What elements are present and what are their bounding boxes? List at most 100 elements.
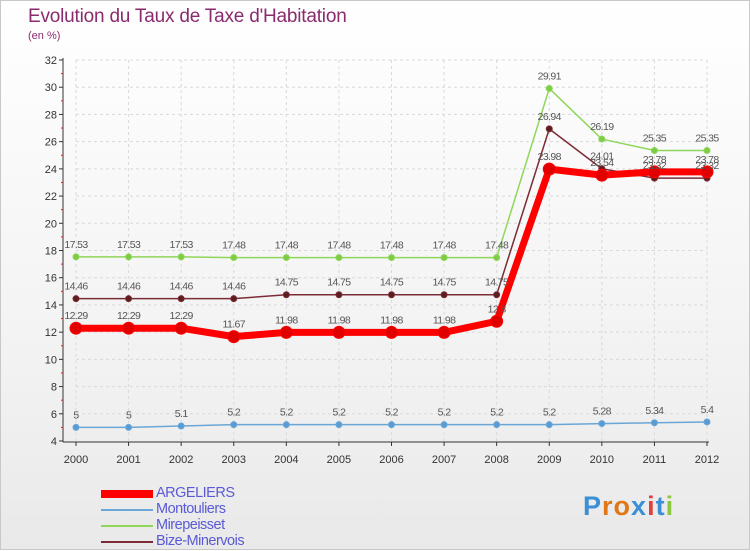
- data-point-bize-minervois: [440, 291, 448, 299]
- data-label-bize-minervois: 23.32: [643, 160, 667, 172]
- data-label-montouliers: 5.34: [645, 405, 664, 417]
- y-tick-label: 8: [51, 382, 57, 394]
- legend-label-argeliers: ARGELIERS: [156, 485, 235, 501]
- data-label-argeliers: 12.29: [170, 310, 194, 322]
- data-point-argeliers: [279, 325, 293, 339]
- chart-title: Evolution du Taux de Taxe d'Habitation: [28, 6, 347, 27]
- data-label-montouliers: 5: [126, 409, 132, 421]
- data-label-bize-minervois: 14.75: [275, 277, 299, 289]
- x-tick-label: 2012: [695, 454, 719, 466]
- data-label-montouliers: 5.28: [593, 406, 612, 418]
- data-point-montouliers: [545, 421, 553, 429]
- data-label-mirepeisset: 17.48: [327, 240, 351, 252]
- data-label-bize-minervois: 14.75: [485, 277, 509, 289]
- data-label-argeliers: 11.98: [275, 314, 298, 326]
- data-point-argeliers: [227, 330, 241, 344]
- data-point-mirepeisset: [282, 254, 290, 262]
- data-label-montouliers: 5.2: [490, 407, 504, 419]
- data-label-mirepeisset: 17.53: [170, 239, 194, 251]
- y-tick-label: 4: [51, 436, 57, 448]
- data-label-bize-minervois: 14.46: [117, 281, 141, 293]
- data-point-montouliers: [335, 421, 343, 429]
- data-labels-bize-minervois: 14.46 14.46 14.46 14.46 14.75 14.75 14.75 14.75…: [64, 111, 720, 293]
- data-label-mirepeisset: 25.35: [643, 132, 667, 144]
- y-tick-label: 16: [45, 273, 57, 285]
- data-label-bize-minervois: 14.75: [327, 277, 351, 289]
- data-label-montouliers: 5: [73, 409, 79, 421]
- data-label-argeliers: 12.29: [64, 310, 88, 322]
- data-point-argeliers: [595, 168, 609, 182]
- data-label-montouliers: 5.2: [543, 407, 557, 419]
- data-label-mirepeisset: 17.53: [117, 239, 141, 251]
- data-label-mirepeisset: 25.35: [695, 132, 719, 144]
- data-point-mirepeisset: [177, 253, 185, 261]
- data-label-montouliers: 5.2: [438, 407, 452, 419]
- legend-swatch-mirepeisset: [101, 525, 153, 527]
- data-label-mirepeisset: 17.48: [380, 240, 404, 252]
- logo-letter: o: [613, 491, 632, 521]
- data-point-argeliers: [647, 165, 661, 179]
- logo-letter: i: [665, 491, 675, 521]
- data-label-mirepeisset: 17.53: [64, 239, 88, 251]
- data-label-argeliers: 11.98: [380, 314, 403, 326]
- data-point-argeliers: [174, 321, 188, 335]
- y-tick-label: 12: [45, 327, 57, 339]
- data-label-argeliers: 11.67: [223, 319, 246, 331]
- x-tick-label: 2008: [484, 454, 508, 466]
- data-point-argeliers: [385, 325, 398, 339]
- data-label-bize-minervois: 14.46: [170, 281, 194, 293]
- data-label-argeliers: 23.98: [538, 151, 562, 163]
- data-label-argeliers: 23.78: [643, 154, 667, 166]
- data-label-argeliers: 12.8: [488, 303, 507, 315]
- y-tick-label: 28: [45, 109, 57, 121]
- data-point-montouliers: [388, 421, 395, 429]
- data-label-argeliers: 23.54: [590, 157, 614, 169]
- data-point-montouliers: [703, 418, 711, 426]
- data-label-mirepeisset: 17.48: [432, 240, 456, 252]
- logo-letter: t: [655, 491, 666, 521]
- x-tick-label: 2005: [327, 454, 351, 466]
- data-point-montouliers: [650, 419, 658, 427]
- data-point-mirepeisset: [335, 254, 343, 262]
- data-point-bize-minervois: [282, 291, 290, 299]
- legend-swatch-argeliers: [101, 490, 153, 498]
- data-point-argeliers: [122, 321, 136, 335]
- data-point-argeliers: [542, 162, 556, 176]
- x-tick-label: 2006: [379, 454, 403, 466]
- data-point-montouliers: [125, 423, 133, 431]
- y-tick-label: 24: [45, 164, 57, 176]
- x-tick-label: 2004: [274, 454, 298, 466]
- data-point-mirepeisset: [545, 84, 553, 92]
- data-point-mirepeisset: [440, 254, 448, 262]
- proxiti-logo: Proxiti: [583, 491, 674, 522]
- legend-label-montouliers: Montouliers: [156, 501, 226, 517]
- y-tick-label: 14: [45, 300, 57, 312]
- x-tick-label: 2007: [432, 454, 456, 466]
- data-label-bize-minervois: 23.32: [695, 160, 719, 172]
- legend-label-bize-minervois: Bize-Minervois: [156, 533, 245, 549]
- legend-swatch-bize-minervois: [101, 541, 153, 543]
- data-point-argeliers: [332, 325, 346, 339]
- data-label-montouliers: 5.2: [280, 407, 294, 419]
- data-point-montouliers: [177, 422, 185, 430]
- data-point-bize-minervois: [545, 125, 553, 133]
- y-tick-label: 6: [51, 409, 57, 421]
- data-point-argeliers: [69, 321, 83, 335]
- data-label-mirepeisset: 17.48: [275, 240, 299, 252]
- x-tick-label: 2009: [537, 454, 561, 466]
- data-label-mirepeisset: 17.48: [222, 240, 246, 252]
- data-label-argeliers: 12.29: [117, 310, 141, 322]
- data-point-bize-minervois: [72, 295, 80, 303]
- data-label-argeliers: 11.98: [328, 314, 351, 326]
- data-point-montouliers: [440, 421, 448, 429]
- data-point-bize-minervois: [177, 295, 185, 303]
- y-tick-label: 32: [45, 55, 57, 67]
- data-label-bize-minervois: 14.46: [64, 281, 88, 293]
- logo-letter: r: [602, 491, 614, 521]
- data-point-mirepeisset: [72, 253, 80, 261]
- y-tick-label: 20: [45, 218, 57, 230]
- data-point-bize-minervois: [335, 291, 343, 299]
- data-point-argeliers: [490, 314, 504, 328]
- y-tick-label: 10: [45, 354, 57, 366]
